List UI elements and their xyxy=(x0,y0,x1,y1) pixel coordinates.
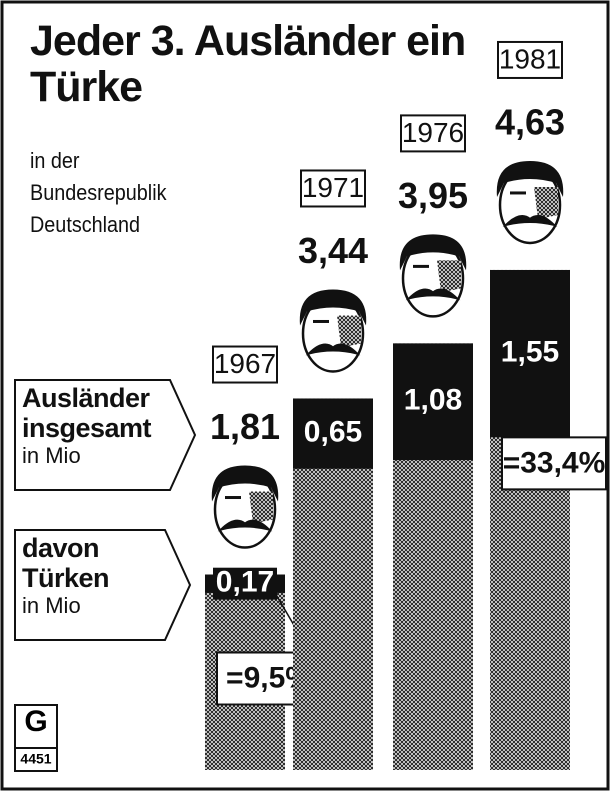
chart-title: Jeder 3. Ausländer ein Türke xyxy=(30,18,480,110)
legend-unit: in Mio xyxy=(22,443,182,469)
legend-unit: in Mio xyxy=(22,593,142,619)
logo-code: 4451 xyxy=(20,751,51,767)
infographic: G 4451 0,1719671,81=9,5%0,6519713,441,08… xyxy=(0,0,610,791)
data-label: 0,17 xyxy=(216,566,274,599)
data-label: 0,65 xyxy=(304,416,362,449)
data-label: 3,44 xyxy=(298,230,368,271)
x-tick-label: 1976 xyxy=(402,117,464,148)
shade xyxy=(437,260,461,292)
share-label: =33,4% xyxy=(503,446,606,479)
legend-entry: davon Türken in Mio xyxy=(22,533,142,619)
logo-letter: G xyxy=(24,705,47,738)
chart-subtitle: in der Bundesrepublik Deutschland xyxy=(30,145,219,241)
data-label: 4,63 xyxy=(495,101,565,142)
data-label: 1,08 xyxy=(404,384,462,417)
x-tick-label: 1971 xyxy=(302,172,364,203)
legend-label: Ausländer insgesamt xyxy=(22,383,182,443)
data-label: 1,81 xyxy=(210,406,280,447)
x-tick-label: 1967 xyxy=(214,348,276,379)
shade xyxy=(249,492,273,524)
data-label: 1,55 xyxy=(501,336,559,369)
shade xyxy=(534,187,558,219)
shade xyxy=(337,315,361,347)
legend-label: davon Türken xyxy=(22,533,142,593)
legend-entry: Ausländer insgesamt in Mio xyxy=(22,383,182,469)
x-tick-label: 1981 xyxy=(499,43,561,74)
data-label: 3,95 xyxy=(398,175,468,216)
